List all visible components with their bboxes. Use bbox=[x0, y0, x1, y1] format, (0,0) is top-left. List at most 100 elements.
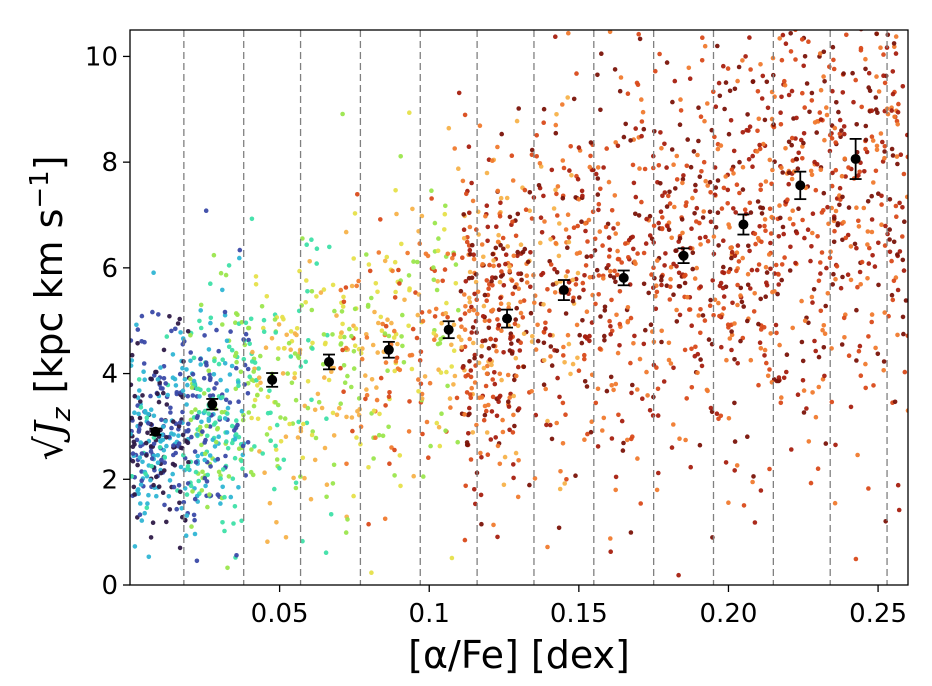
scatter-point bbox=[708, 219, 714, 225]
scatter-point bbox=[498, 301, 504, 307]
scatter-point bbox=[819, 210, 825, 215]
scatter-point bbox=[252, 397, 258, 403]
scatter-point bbox=[470, 198, 476, 204]
scatter-point bbox=[740, 164, 746, 170]
scatter-point bbox=[733, 210, 738, 215]
scatter-point bbox=[731, 148, 737, 154]
scatter-point bbox=[561, 353, 566, 358]
scatter-point bbox=[265, 394, 271, 400]
scatter-point bbox=[373, 281, 379, 286]
scatter-point bbox=[198, 325, 204, 331]
scatter-point bbox=[203, 437, 208, 443]
scatter-point bbox=[843, 235, 849, 241]
scatter-point bbox=[356, 278, 361, 284]
scatter-point bbox=[319, 405, 325, 411]
scatter-point bbox=[434, 287, 440, 293]
scatter-point bbox=[554, 112, 559, 117]
scatter-point bbox=[856, 224, 862, 229]
scatter-point bbox=[167, 314, 172, 319]
scatter-point bbox=[822, 331, 828, 337]
scatter-point bbox=[789, 447, 794, 452]
scatter-point bbox=[386, 424, 391, 430]
scatter-point bbox=[284, 332, 290, 338]
scatter-point bbox=[778, 215, 783, 221]
scatter-point bbox=[234, 418, 239, 423]
scatter-point bbox=[233, 386, 239, 392]
scatter-point bbox=[708, 405, 714, 411]
scatter-point bbox=[900, 205, 905, 210]
scatter-point bbox=[223, 397, 229, 403]
scatter-point bbox=[300, 538, 305, 544]
scatter-point bbox=[384, 254, 390, 260]
scatter-point bbox=[684, 163, 690, 169]
scatter-point bbox=[237, 247, 243, 253]
scatter-point bbox=[427, 309, 432, 314]
scatter-point bbox=[467, 359, 472, 364]
scatter-point bbox=[218, 476, 223, 481]
scatter-point bbox=[494, 413, 500, 419]
scatter-point bbox=[204, 423, 209, 429]
scatter-point bbox=[462, 344, 468, 350]
scatter-point bbox=[158, 386, 164, 391]
scatter-point bbox=[758, 187, 763, 193]
scatter-point bbox=[779, 57, 785, 63]
scatter-point bbox=[541, 358, 547, 363]
svg-text:√Jz[kpc km s−1]: √Jz[kpc km s−1] bbox=[25, 155, 77, 460]
scatter-point bbox=[611, 226, 616, 231]
scatter-point bbox=[869, 312, 875, 317]
scatter-point bbox=[406, 273, 412, 278]
scatter-point bbox=[443, 203, 448, 209]
scatter-point bbox=[292, 375, 297, 381]
scatter-point bbox=[272, 317, 278, 322]
scatter-point bbox=[536, 183, 542, 188]
scatter-point bbox=[780, 224, 786, 230]
scatter-point bbox=[229, 363, 235, 369]
scatter-point bbox=[609, 383, 614, 388]
scatter-point bbox=[810, 300, 815, 305]
scatter-point bbox=[677, 122, 683, 127]
binned-mean-point bbox=[323, 356, 334, 367]
scatter-point bbox=[414, 335, 420, 341]
scatter-point bbox=[800, 358, 806, 364]
scatter-point bbox=[164, 519, 169, 525]
scatter-point bbox=[188, 333, 193, 338]
scatter-point bbox=[843, 174, 848, 179]
scatter-point bbox=[664, 165, 669, 170]
scatter-point bbox=[193, 407, 198, 412]
scatter-point bbox=[765, 105, 771, 111]
scatter-point bbox=[511, 475, 516, 481]
scatter-point bbox=[166, 494, 172, 499]
scatter-point bbox=[309, 432, 315, 438]
scatter-point bbox=[208, 315, 214, 321]
scatter-point bbox=[801, 131, 807, 136]
scatter-point bbox=[409, 352, 415, 358]
scatter-point bbox=[354, 283, 360, 289]
scatter-point bbox=[232, 353, 238, 359]
scatter-point bbox=[487, 318, 492, 324]
scatter-point bbox=[275, 356, 281, 362]
scatter-point bbox=[686, 65, 692, 71]
scatter-point bbox=[744, 127, 749, 133]
scatter-point bbox=[305, 379, 311, 384]
scatter-point bbox=[353, 326, 359, 332]
scatter-point bbox=[889, 292, 895, 298]
scatter-point bbox=[292, 351, 298, 356]
scatter-point bbox=[824, 112, 830, 118]
scatter-point bbox=[735, 282, 740, 288]
scatter-point bbox=[666, 340, 672, 346]
scatter-point bbox=[280, 371, 286, 376]
scatter-point bbox=[823, 303, 828, 309]
scatter-point bbox=[755, 128, 760, 134]
scatter-point bbox=[419, 396, 425, 401]
scatter-point bbox=[146, 554, 152, 560]
scatter-point bbox=[802, 235, 807, 241]
scatter-point bbox=[816, 384, 822, 390]
scatter-point bbox=[606, 263, 611, 268]
scatter-point bbox=[268, 438, 274, 444]
scatter-point bbox=[180, 336, 186, 341]
scatter-point bbox=[258, 387, 264, 392]
scatter-point bbox=[544, 422, 549, 428]
scatter-point bbox=[871, 180, 876, 185]
scatter-point bbox=[224, 388, 230, 393]
scatter-point bbox=[309, 289, 315, 294]
